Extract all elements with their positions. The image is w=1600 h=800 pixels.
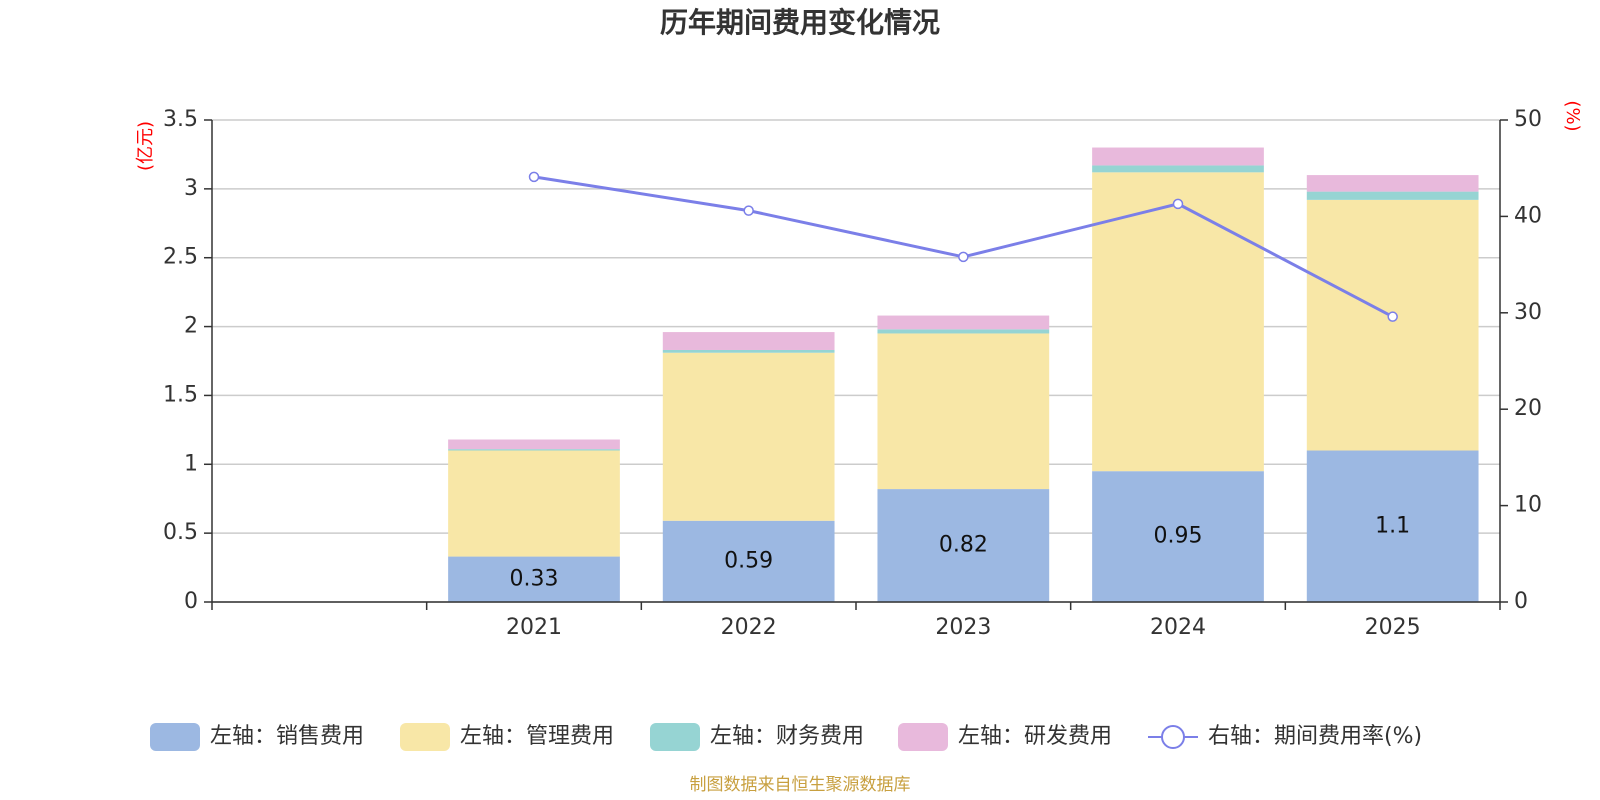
bar-segment (877, 333, 1050, 490)
right-tick-label: 0 (1514, 589, 1528, 614)
bar-segment (448, 439, 620, 450)
bar-segment (662, 520, 835, 602)
right-tick-label: 20 (1514, 396, 1542, 421)
bar-data-label: 0.82 (939, 533, 988, 558)
line-point (958, 251, 969, 263)
left-tick-label: 2 (184, 314, 198, 339)
x-tick-label: 2022 (721, 615, 777, 640)
gridlines (212, 119, 1500, 603)
bar-segment (1306, 191, 1479, 200)
bar-segment (877, 315, 1050, 330)
axes: 0 0.5 1 1.5 2 2.5 3 3.5 0 10 20 30 40 50 2021 2022 2023 2… (163, 107, 1542, 640)
left-tick-label: 1.5 (163, 382, 198, 407)
bar-segment (1306, 175, 1479, 192)
bar-segment (1306, 199, 1479, 451)
right-tick-label: 30 (1514, 300, 1542, 325)
bar-segment (662, 352, 835, 521)
line-point (528, 171, 540, 183)
left-tick-label: 2.5 (163, 245, 198, 270)
line-series (528, 171, 1398, 322)
bar-data-label: 1.1 (1375, 513, 1410, 538)
left-tick-label: 3 (184, 176, 198, 201)
line-point (743, 205, 754, 216)
bar-segment (1092, 165, 1264, 173)
x-tick-label: 2021 (506, 615, 562, 640)
bar-segment (448, 556, 620, 602)
x-tick-label: 2024 (1150, 615, 1206, 640)
left-tick-label: 0 (184, 589, 198, 614)
right-tick-label: 50 (1514, 107, 1542, 132)
legend-label: 左轴：研发费用 (958, 724, 1112, 749)
bar-data-label: 0.59 (724, 548, 773, 573)
legend-swatch (650, 723, 700, 751)
legend-label: 右轴：期间费用率(%) (1208, 724, 1422, 749)
legend-label: 左轴：财务费用 (710, 724, 864, 749)
source-note: 制图数据来自恒生聚源数据库 (690, 775, 911, 795)
legend-label: 左轴：销售费用 (210, 724, 364, 749)
line-point (1172, 198, 1184, 210)
bar-segment (662, 349, 835, 353)
legend-swatch (400, 723, 450, 751)
bar-segment (448, 450, 620, 557)
left-axis-unit: (亿元) (135, 121, 156, 171)
bar-segment (662, 332, 835, 350)
left-tick-label: 3.5 (163, 107, 198, 132)
left-tick-label: 1 (184, 451, 198, 476)
bar-labels: 0.33 0.59 0.82 0.95 1.1 (510, 513, 1411, 591)
bar-segment (1306, 450, 1479, 602)
x-tick-label: 2025 (1365, 615, 1421, 640)
right-tick-label: 10 (1514, 493, 1542, 518)
x-tick-label: 2023 (935, 615, 991, 640)
bar-marks (448, 147, 1479, 602)
line-point (1387, 311, 1398, 322)
bar-segment (877, 329, 1050, 334)
bar-segment (1092, 172, 1264, 472)
legend-label: 左轴：管理费用 (460, 724, 614, 749)
bar-data-label: 0.95 (1154, 524, 1203, 549)
bar-segment (1092, 471, 1264, 602)
bar-segment (877, 489, 1050, 602)
chart-title: 历年期间费用变化情况 (660, 6, 940, 39)
legend-swatch (150, 723, 200, 751)
legend-line-marker (1161, 725, 1185, 749)
right-axis-unit: (%) (1562, 100, 1583, 131)
right-tick-label: 40 (1514, 203, 1542, 228)
bar-segment (448, 449, 620, 451)
left-tick-label: 0.5 (163, 520, 198, 545)
legend-swatch (898, 723, 948, 751)
bar-segment (1092, 147, 1264, 166)
bar-data-label: 0.33 (510, 566, 559, 591)
legend: 左轴：销售费用 左轴：管理费用 左轴：财务费用 左轴：研发费用 右轴：期间费用率(%) (150, 723, 1422, 751)
